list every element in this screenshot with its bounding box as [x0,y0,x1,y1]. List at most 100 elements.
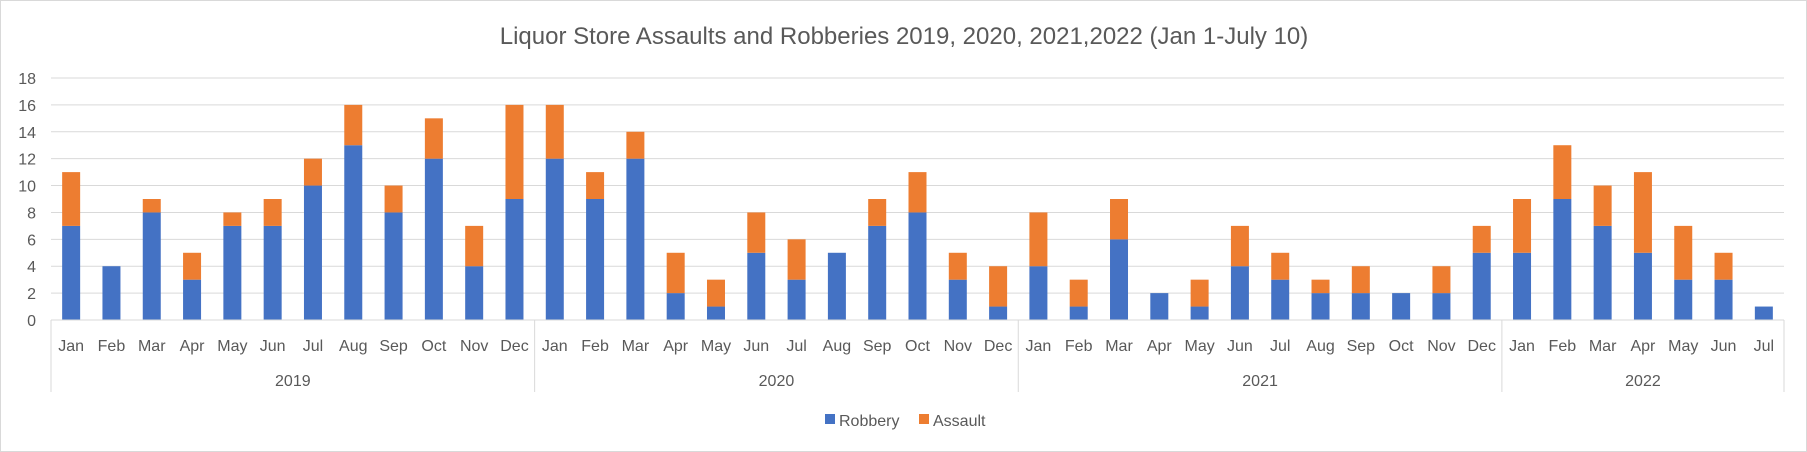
bar-assault [1714,252,1733,280]
x-axis: Jan Feb Mar Apr May Jun Jul Aug Sep Oct Nov Dec Jan F… [50,319,1785,392]
x-tick-label-month: Jan [58,338,84,355]
bar-robbery [1110,239,1129,320]
bar-robbery [1432,293,1451,320]
bar-robbery [1553,199,1572,320]
bar-assault [948,252,967,280]
bar-robbery [1311,293,1330,320]
x-tick-label-month: Jun [1227,338,1253,355]
bar-robbery [1714,279,1733,320]
x-tick-label-month: Dec [500,338,528,355]
x-tick-label-month: May [1184,338,1214,355]
x-tick-label-month: Jun [1711,338,1737,355]
bar-assault [303,158,322,186]
bar-assault [545,104,564,159]
bar-assault [868,199,887,226]
bar-assault [626,131,645,159]
bar-assault [666,252,685,294]
x-tick-label-month: Feb [1549,338,1577,355]
bar-assault [1190,279,1209,307]
bar-robbery [868,225,887,320]
x-tick-label-month: Feb [98,338,126,355]
bar-assault [706,279,725,307]
y-tick-label: 10 [18,179,36,196]
bar-assault [1271,252,1290,280]
bar-assault [1553,145,1572,199]
bar-robbery [344,145,363,320]
bar-robbery [1392,293,1411,320]
y-tick-label: 12 [18,152,36,169]
x-tick-label-month: Jul [786,338,806,355]
bar-robbery [303,185,322,320]
x-tick-label-month: Sep [1347,338,1376,355]
bar-assault [747,212,766,253]
bar-assault [908,172,927,213]
bar-robbery [1674,279,1693,320]
bar-robbery [263,225,282,320]
bar-assault [223,212,242,226]
x-tick-label-month: Nov [944,338,972,355]
x-tick-label-month: Mar [1589,338,1617,355]
bar-robbery [1593,225,1612,320]
bar-robbery [183,279,202,320]
x-group-label: 2021 [1242,373,1278,390]
bar-robbery [1190,306,1209,320]
x-tick-label-month: May [701,338,731,355]
y-tick-label: 6 [27,232,36,249]
legend-label-robbery: Robbery [839,413,899,430]
x-tick-label-month: May [1668,338,1698,355]
bar-assault [384,185,403,213]
bar-assault [1110,199,1129,240]
y-tick-label: 16 [18,98,36,115]
y-tick-label: 0 [27,313,36,330]
x-tick-label-month: Jul [1270,338,1290,355]
x-tick-label-month: Apr [1630,338,1656,355]
y-axis: 0 2 4 6 8 10 12 14 16 18 [18,71,36,330]
y-tick-label: 8 [27,205,36,222]
x-tick-label-month: Apr [663,338,689,355]
bar-robbery [102,266,121,320]
bar-robbery [1150,293,1169,320]
bar-robbery [706,306,725,320]
bar-assault [1472,225,1491,253]
bar-robbery [505,199,524,320]
bar-robbery [1513,252,1532,320]
bar-robbery [1633,252,1652,320]
bar-robbery [142,212,161,320]
y-tick-label: 18 [18,71,36,88]
bar-assault [1633,172,1652,253]
bar-assault [142,199,161,213]
bar-robbery [1069,306,1088,320]
bar-assault [465,225,484,267]
bar-assault [586,172,605,199]
x-tick-label-month: Mar [138,338,166,355]
x-group-label: 2019 [275,373,311,390]
x-tick-label-month: Oct [421,338,446,355]
x-tick-label-month: Apr [1147,338,1173,355]
bar-robbery [989,306,1008,320]
x-tick-label-month: Aug [1306,338,1334,355]
legend: Robbery Assault [825,413,986,430]
bar-assault [787,239,806,280]
bar-robbery [1351,293,1370,320]
bar-robbery [747,252,766,320]
x-tick-label-month: May [217,338,247,355]
bar-robbery [626,158,645,320]
bar-robbery [465,266,484,320]
bar-assault [62,172,81,226]
x-tick-label-month: Jun [260,338,286,355]
y-tick-label: 2 [27,286,36,303]
bar-assault [1311,279,1330,294]
x-tick-label-month: Jan [542,338,568,355]
bar-robbery [827,252,846,320]
x-tick-label-month: Dec [1468,338,1496,355]
bar-assault [183,252,202,280]
legend-swatch-assault [919,414,929,424]
x-tick-label-month: Dec [984,338,1012,355]
bar-robbery [666,293,685,320]
bar-assault [989,266,1008,307]
bar-robbery [1271,279,1290,320]
bar-assault [1513,199,1532,253]
x-tick-label-month: Jul [303,338,323,355]
bar-robbery [424,158,443,320]
